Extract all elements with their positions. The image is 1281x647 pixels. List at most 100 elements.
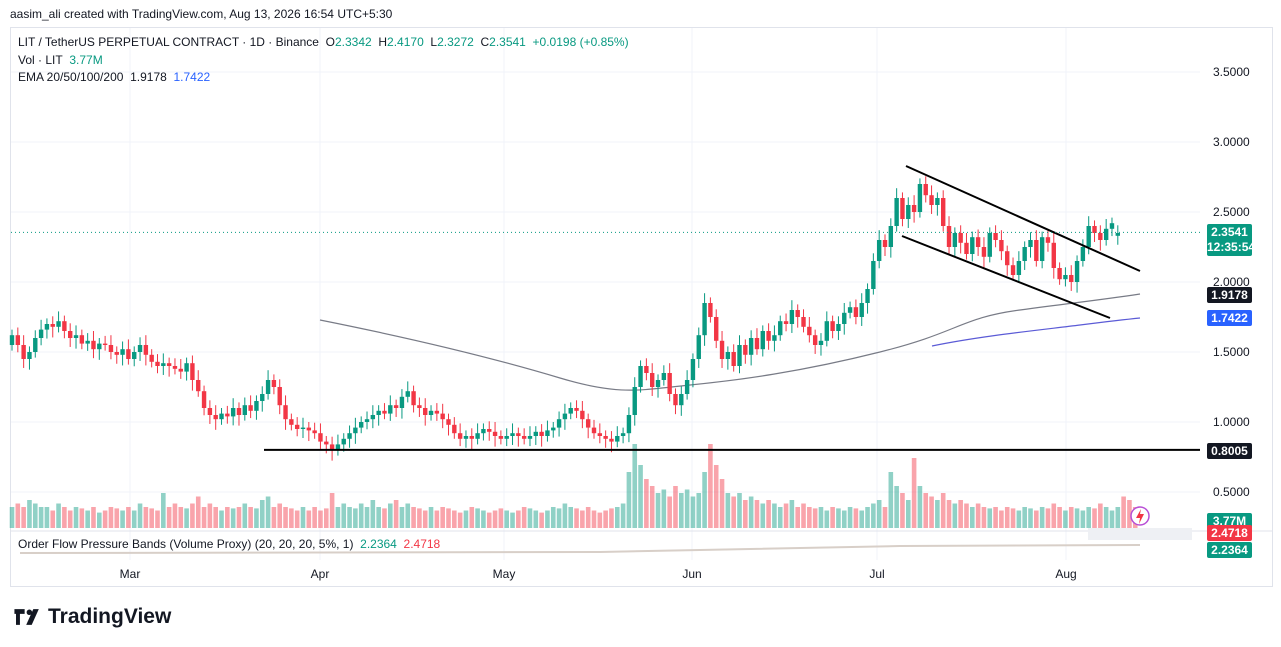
y-tick-label: 3.0000 <box>1213 135 1250 149</box>
candle-body <box>388 405 393 414</box>
candle-body <box>778 321 783 336</box>
volume-bar <box>789 500 795 528</box>
volume-bar <box>568 507 574 528</box>
volume-bar <box>836 508 841 528</box>
candle-body <box>684 380 690 394</box>
volume-bar <box>56 503 61 528</box>
volume-bar <box>1057 507 1062 528</box>
candle-body <box>97 343 102 350</box>
legend-high-label: H <box>378 35 388 49</box>
y-tick-label: 3.5000 <box>1213 65 1250 79</box>
candle-body <box>1028 240 1033 247</box>
volume-bar <box>527 508 533 528</box>
volume-bar <box>300 507 306 528</box>
volume-bar <box>760 503 766 528</box>
volume-bar <box>731 496 736 528</box>
candle-body <box>1005 251 1010 266</box>
footer-brand-text: TradingView <box>48 605 172 628</box>
volume-bar <box>952 503 958 528</box>
candle-body <box>876 240 882 261</box>
candle-body <box>626 415 632 434</box>
volume-bar <box>91 507 96 528</box>
candle-body <box>306 427 312 431</box>
candle-body <box>929 195 934 205</box>
indicator-shade <box>1088 528 1192 540</box>
legend-ind2: 2.4718 <box>403 537 441 551</box>
candle-body <box>294 424 300 429</box>
candle-body <box>999 240 1004 252</box>
volume-bar <box>935 500 940 528</box>
volume-bar <box>166 507 172 528</box>
volume-bar <box>201 507 207 528</box>
y-tick-label: 1.0000 <box>1213 415 1250 429</box>
candle-body <box>132 352 137 359</box>
volume-bar <box>486 512 492 528</box>
candle-body <box>533 431 538 436</box>
candle-body <box>1051 242 1056 268</box>
x-tick-label: Apr <box>311 567 330 581</box>
volume-bar <box>62 507 67 528</box>
volume-bar <box>306 510 312 528</box>
candle-body <box>166 363 172 366</box>
y-tick-label: 1.5000 <box>1213 345 1250 359</box>
volume-bar <box>219 510 224 528</box>
volume-bar <box>1127 500 1132 528</box>
legend-high: 2.4170 <box>387 35 424 49</box>
candle-body <box>975 237 981 247</box>
x-tick-label: Mar <box>120 567 141 581</box>
volume-bar <box>283 507 288 528</box>
candle-body <box>260 394 265 401</box>
volume-bar <box>754 500 760 528</box>
candle-body <box>766 331 771 341</box>
candle-body <box>1103 228 1109 240</box>
candle-body <box>673 394 678 406</box>
volume-bar <box>318 510 323 528</box>
candle-body <box>859 303 864 317</box>
volume-bar <box>225 507 230 528</box>
candle-body <box>271 380 277 387</box>
candle-body <box>225 413 230 417</box>
volume-bar <box>917 486 923 528</box>
legend-close: 2.3541 <box>489 35 526 49</box>
trendline-drawings[interactable] <box>11 165 1200 451</box>
candle-body <box>1034 240 1039 261</box>
channel-lower-line <box>901 235 1111 319</box>
candle-body <box>498 436 504 439</box>
last-price-label: 2.3541 12:35:54 <box>1207 224 1256 256</box>
volume-bar <box>323 508 329 528</box>
volume-bar <box>382 508 387 528</box>
candle-body <box>91 340 96 350</box>
volume-bar <box>399 507 405 528</box>
candle-body <box>1109 223 1115 229</box>
volume-bar <box>155 510 160 528</box>
volume-bar <box>242 503 248 528</box>
legend-volume: Vol · LIT 3.77M <box>18 53 103 67</box>
candle-body <box>894 198 899 226</box>
volume-bar <box>1080 510 1086 528</box>
candle-body <box>702 303 707 336</box>
candle-body <box>184 363 189 372</box>
candle-body <box>830 321 835 331</box>
volume-bar <box>1121 496 1126 528</box>
volume-bar <box>510 512 515 528</box>
volume-bar <box>469 507 475 528</box>
volume-bar <box>545 510 550 528</box>
candle-body <box>9 335 15 345</box>
volume-bar <box>254 508 259 528</box>
candle-body <box>411 391 416 406</box>
volume-bar <box>341 503 347 528</box>
candle-body <box>300 427 306 429</box>
candle-body <box>772 335 777 341</box>
candle-body <box>364 419 370 422</box>
attribution-header: aasim_ali created with TradingView.com, … <box>10 7 393 21</box>
countdown-value: 12:35:54 <box>1207 240 1256 254</box>
volume-bar <box>230 508 236 528</box>
candle-body <box>597 433 603 436</box>
y-tick-label: 2.0000 <box>1213 275 1250 289</box>
candle-body <box>923 184 928 196</box>
volume-bar <box>85 510 90 528</box>
volume-bar <box>987 508 993 528</box>
volume-bar <box>783 503 789 528</box>
volume-bar <box>923 493 929 528</box>
